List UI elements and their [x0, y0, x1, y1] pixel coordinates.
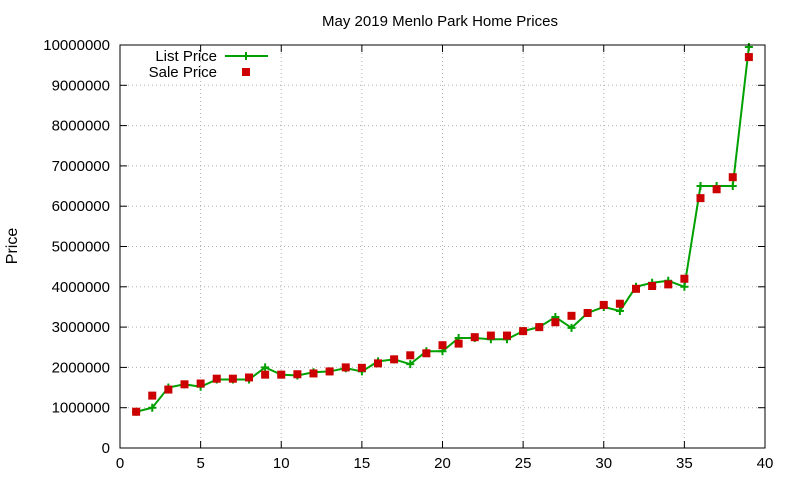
x-tick-label: 0: [116, 455, 124, 472]
y-tick-label: 8000000: [52, 118, 110, 135]
y-tick-label: 6000000: [52, 198, 110, 215]
point-sale-price: [309, 369, 318, 378]
point-sale-price: [470, 333, 479, 342]
point-list-price: [696, 182, 705, 191]
point-sale-price: [422, 349, 431, 358]
plot-frame: [119, 44, 766, 449]
point-list-price: [744, 43, 753, 52]
point-sale-price: [228, 374, 237, 383]
point-list-price: [261, 363, 270, 372]
y-tick-label: 1000000: [52, 400, 110, 417]
x-tick-label: 35: [676, 455, 693, 472]
y-tick-label: 10000000: [43, 37, 110, 54]
point-list-price: [567, 323, 576, 332]
y-axis-label: Price: [4, 228, 21, 265]
point-sale-price: [567, 311, 576, 320]
point-sale-price: [503, 331, 511, 340]
x-tick-label: 30: [595, 455, 612, 472]
y-tick-label: 7000000: [52, 158, 110, 175]
y-tick-label: 5000000: [52, 239, 110, 256]
point-list-price: [680, 282, 689, 291]
grid: [120, 45, 765, 448]
point-sale-price: [245, 373, 253, 382]
point-sale-price: [132, 407, 141, 416]
point-list-price: [406, 360, 415, 369]
legend: List Price Sale Price: [149, 48, 268, 81]
point-sale-price: [551, 318, 560, 327]
point-sale-price: [454, 339, 463, 348]
x-tick-label: 40: [757, 455, 774, 472]
x-tick-label: 20: [434, 455, 451, 472]
legend-label-list-price: List Price: [155, 48, 217, 65]
y-tick-label: 4000000: [52, 279, 110, 296]
point-sale-price: [535, 323, 544, 332]
point-sale-price: [728, 173, 737, 182]
point-sale-price: [599, 300, 608, 309]
point-sale-price: [357, 363, 366, 372]
point-sale-price: [374, 359, 382, 368]
y-tick-label: 0: [102, 440, 110, 457]
point-sale-price: [261, 370, 270, 379]
point-sale-price: [486, 331, 495, 340]
point-sale-price: [615, 299, 624, 308]
point-sale-price: [341, 363, 350, 372]
point-sale-price: [519, 327, 528, 336]
point-sale-price: [148, 391, 157, 400]
legend-marker-list-price: [242, 52, 250, 60]
point-sale-price: [744, 53, 753, 62]
point-sale-price: [277, 370, 286, 379]
point-sale-price: [212, 374, 221, 383]
point-list-price: [148, 403, 157, 412]
y-tick-label: 3000000: [52, 319, 110, 336]
point-list-price: [728, 182, 737, 191]
point-sale-price: [632, 284, 640, 293]
point-sale-price: [325, 367, 334, 376]
legend-label-sale-price: Sale Price: [149, 64, 217, 81]
point-sale-price: [180, 380, 189, 389]
point-sale-price: [712, 185, 721, 194]
plot-series: [132, 43, 753, 416]
y-tick-label: 9000000: [52, 77, 110, 94]
x-tick-label: 25: [515, 455, 532, 472]
point-sale-price: [696, 194, 705, 203]
point-sale-price: [438, 341, 447, 350]
point-sale-price: [680, 274, 689, 283]
point-list-price: [615, 306, 624, 315]
axis-ticks: 0 1000000 2000000 3000000 4000000 5000000 6000…: [43, 37, 773, 472]
point-sale-price: [583, 308, 592, 317]
point-sale-price: [196, 379, 205, 388]
legend-marker-sale-price: [242, 68, 250, 76]
point-sale-price: [406, 351, 415, 360]
x-tick-label: 10: [273, 455, 290, 472]
point-sale-price: [648, 281, 657, 290]
point-sale-price: [293, 370, 302, 379]
point-sale-price: [164, 385, 173, 394]
y-tick-label: 2000000: [52, 359, 110, 376]
point-sale-price: [664, 280, 673, 289]
x-tick-label: 5: [196, 455, 204, 472]
chart-title: May 2019 Menlo Park Home Prices: [322, 13, 558, 30]
point-sale-price: [390, 355, 399, 364]
x-tick-label: 15: [354, 455, 371, 472]
